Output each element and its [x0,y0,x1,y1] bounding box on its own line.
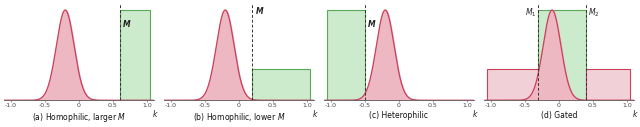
X-axis label: (b) Homophilic, lower $M$: (b) Homophilic, lower $M$ [193,111,285,124]
Text: k: k [312,110,317,119]
Bar [120,10,150,100]
Text: M: M [367,20,375,29]
Text: k: k [632,110,637,119]
Bar [487,69,538,100]
X-axis label: (d) Gated: (d) Gated [541,111,577,120]
Text: k: k [472,110,477,119]
Bar [327,10,365,100]
Text: M: M [123,20,131,29]
X-axis label: (c) Heterophilic: (c) Heterophilic [369,111,428,120]
Bar [538,10,586,100]
X-axis label: (a) Homophilic, larger $M$: (a) Homophilic, larger $M$ [32,111,126,124]
Text: M: M [256,7,264,16]
Text: $M_1$: $M_1$ [525,7,536,19]
Text: k: k [152,110,157,119]
Bar [586,69,630,100]
Text: $M_2$: $M_2$ [588,7,600,19]
Bar [253,69,310,100]
